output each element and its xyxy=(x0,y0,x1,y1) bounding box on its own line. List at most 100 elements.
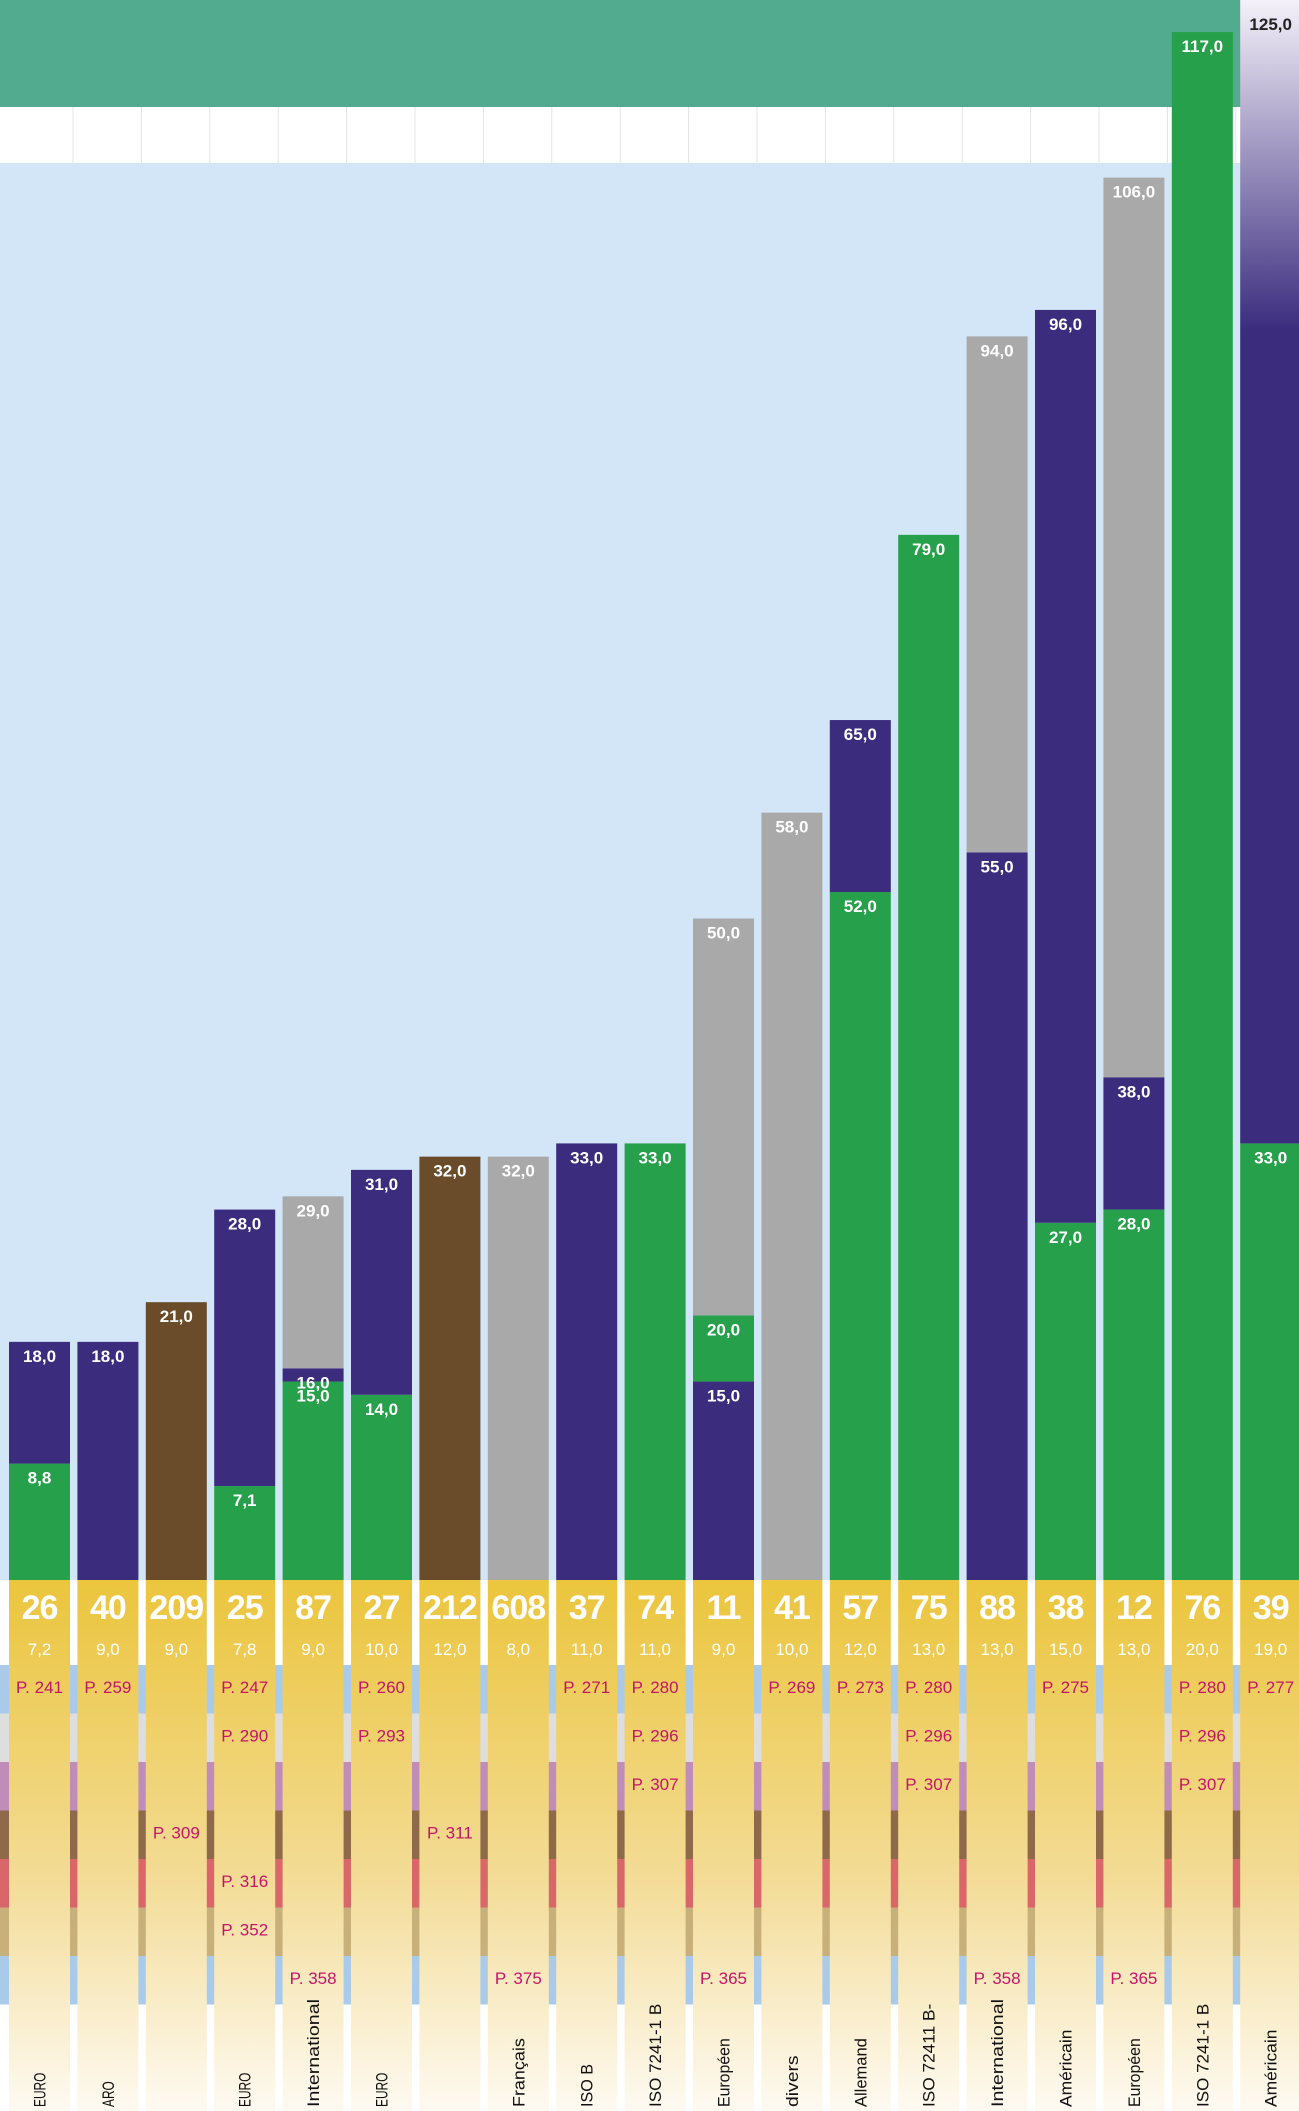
info-cell xyxy=(1240,1580,1299,2111)
bar-segment xyxy=(693,918,754,1316)
bar-value-label: 7,1 xyxy=(233,1491,257,1510)
bar-segment xyxy=(1103,1077,1165,1210)
bar-value-label: 55,0 xyxy=(981,857,1014,876)
column-id: 39 xyxy=(1253,1589,1289,1627)
bar-column-57 xyxy=(829,720,891,2111)
column-value: 12,0 xyxy=(433,1640,466,1659)
column-value: 20,0 xyxy=(1186,1640,1219,1659)
column-value: 13,0 xyxy=(1117,1640,1150,1659)
page-reference: P. 259 xyxy=(84,1678,131,1697)
column-value: 7,8 xyxy=(233,1640,257,1659)
column-value: 12,0 xyxy=(844,1640,877,1659)
page-reference: P. 307 xyxy=(1179,1775,1226,1794)
bar-segment xyxy=(419,1156,481,1580)
bar-segment xyxy=(9,1463,70,1580)
column-value: 9,0 xyxy=(712,1640,736,1659)
page-reference: P. 280 xyxy=(632,1678,679,1697)
column-id: 212 xyxy=(423,1589,477,1627)
bar-segment xyxy=(214,1209,276,1487)
page-reference: P. 309 xyxy=(153,1824,200,1843)
column-value: 8,0 xyxy=(506,1640,530,1659)
bar-segment xyxy=(1035,1222,1096,1580)
bar-value-label: 28,0 xyxy=(228,1215,261,1234)
column-name: EURO xyxy=(31,2073,50,2107)
bar-value-label: 8,8 xyxy=(28,1469,52,1488)
page-reference: P. 277 xyxy=(1247,1678,1294,1697)
column-name: Américain xyxy=(1057,2030,1076,2107)
bar-segment xyxy=(282,1381,344,1580)
bar-segment xyxy=(966,852,1028,1580)
column-value: 13,0 xyxy=(912,1640,945,1659)
column-id: 88 xyxy=(979,1589,1015,1627)
column-name: ISO 7241-1 B xyxy=(1193,2004,1212,2107)
bar-value-label: 32,0 xyxy=(502,1162,535,1181)
column-name: International xyxy=(988,1999,1007,2107)
bar-segment xyxy=(1171,32,1233,1581)
column-id: 37 xyxy=(569,1589,605,1627)
bar-value-label: 32,0 xyxy=(433,1162,466,1181)
bar-value-label: 33,0 xyxy=(639,1148,672,1167)
bar-segment xyxy=(966,336,1028,853)
bar-column-25 xyxy=(214,1209,276,2111)
info-cell xyxy=(761,1580,823,2111)
page-reference: P. 311 xyxy=(427,1824,473,1843)
column-id: 27 xyxy=(364,1589,400,1627)
info-cell xyxy=(898,1580,960,2111)
page-reference: P. 241 xyxy=(16,1678,63,1697)
header-band xyxy=(0,0,1299,107)
page-reference: P. 307 xyxy=(905,1775,952,1794)
bar-segment xyxy=(145,1302,207,1580)
page-reference: P. 296 xyxy=(905,1727,952,1746)
column-name: divers xyxy=(783,2055,802,2107)
page-reference: P. 307 xyxy=(632,1775,679,1794)
bar-column-26 xyxy=(9,1341,70,2111)
column-id: 12 xyxy=(1116,1589,1152,1627)
info-cell xyxy=(77,1580,139,2111)
column-name: ISO B xyxy=(578,2064,597,2107)
column-name: ISO 7241-1 B xyxy=(646,2004,665,2107)
bar-segment xyxy=(556,1143,618,1580)
bar-value-label: 21,0 xyxy=(160,1307,193,1326)
bar-value-label: 15,0 xyxy=(297,1387,330,1406)
bar-column-40 xyxy=(77,1341,139,2111)
bar-segment xyxy=(693,1381,754,1580)
bar-segment xyxy=(829,720,891,893)
bar-value-label: 50,0 xyxy=(707,924,740,943)
column-name: Allemand xyxy=(851,2038,870,2107)
bar-value-label: 16,0 xyxy=(297,1373,330,1392)
bar-segment xyxy=(693,1315,754,1382)
column-id: 608 xyxy=(491,1589,545,1627)
bar-value-label: 94,0 xyxy=(981,341,1014,360)
page-reference: P. 358 xyxy=(974,1969,1021,1988)
bar-column-37 xyxy=(556,1143,618,2111)
info-cell xyxy=(487,1580,549,2111)
page-reference: P. 296 xyxy=(1179,1727,1226,1746)
bar-value-label: 58,0 xyxy=(775,818,808,837)
page-reference: P. 365 xyxy=(1110,1969,1157,1988)
column-value: 7,2 xyxy=(28,1640,52,1659)
column-name: ISO 72411 B- xyxy=(920,2004,939,2107)
column-id: 40 xyxy=(90,1589,126,1627)
page-reference: P. 269 xyxy=(768,1678,815,1697)
bar-segment xyxy=(1240,1143,1299,1580)
bar-column-39 xyxy=(1240,0,1299,2111)
bar-value-label: 18,0 xyxy=(23,1347,56,1366)
bar-column-74 xyxy=(624,1143,686,2111)
column-id: 74 xyxy=(637,1589,674,1627)
page-reference: P. 358 xyxy=(290,1969,337,1988)
bar-segment xyxy=(214,1486,276,1580)
bar-segment-fade xyxy=(1240,0,1299,330)
info-cell xyxy=(1103,1580,1165,2111)
bar-column-76 xyxy=(1171,32,1233,2111)
bar-value-label: 38,0 xyxy=(1117,1082,1150,1101)
page-reference: P. 290 xyxy=(221,1727,268,1746)
page-reference: P. 375 xyxy=(495,1969,542,1988)
bar-value-label: 125,0 xyxy=(1249,15,1292,34)
bar-segment xyxy=(351,1169,412,1395)
bar-value-label: 106,0 xyxy=(1113,183,1156,202)
info-cell xyxy=(829,1580,891,2111)
page-reference: P. 273 xyxy=(837,1678,884,1697)
bar-value-label: 96,0 xyxy=(1049,315,1082,334)
page-reference: P. 280 xyxy=(1179,1678,1226,1697)
